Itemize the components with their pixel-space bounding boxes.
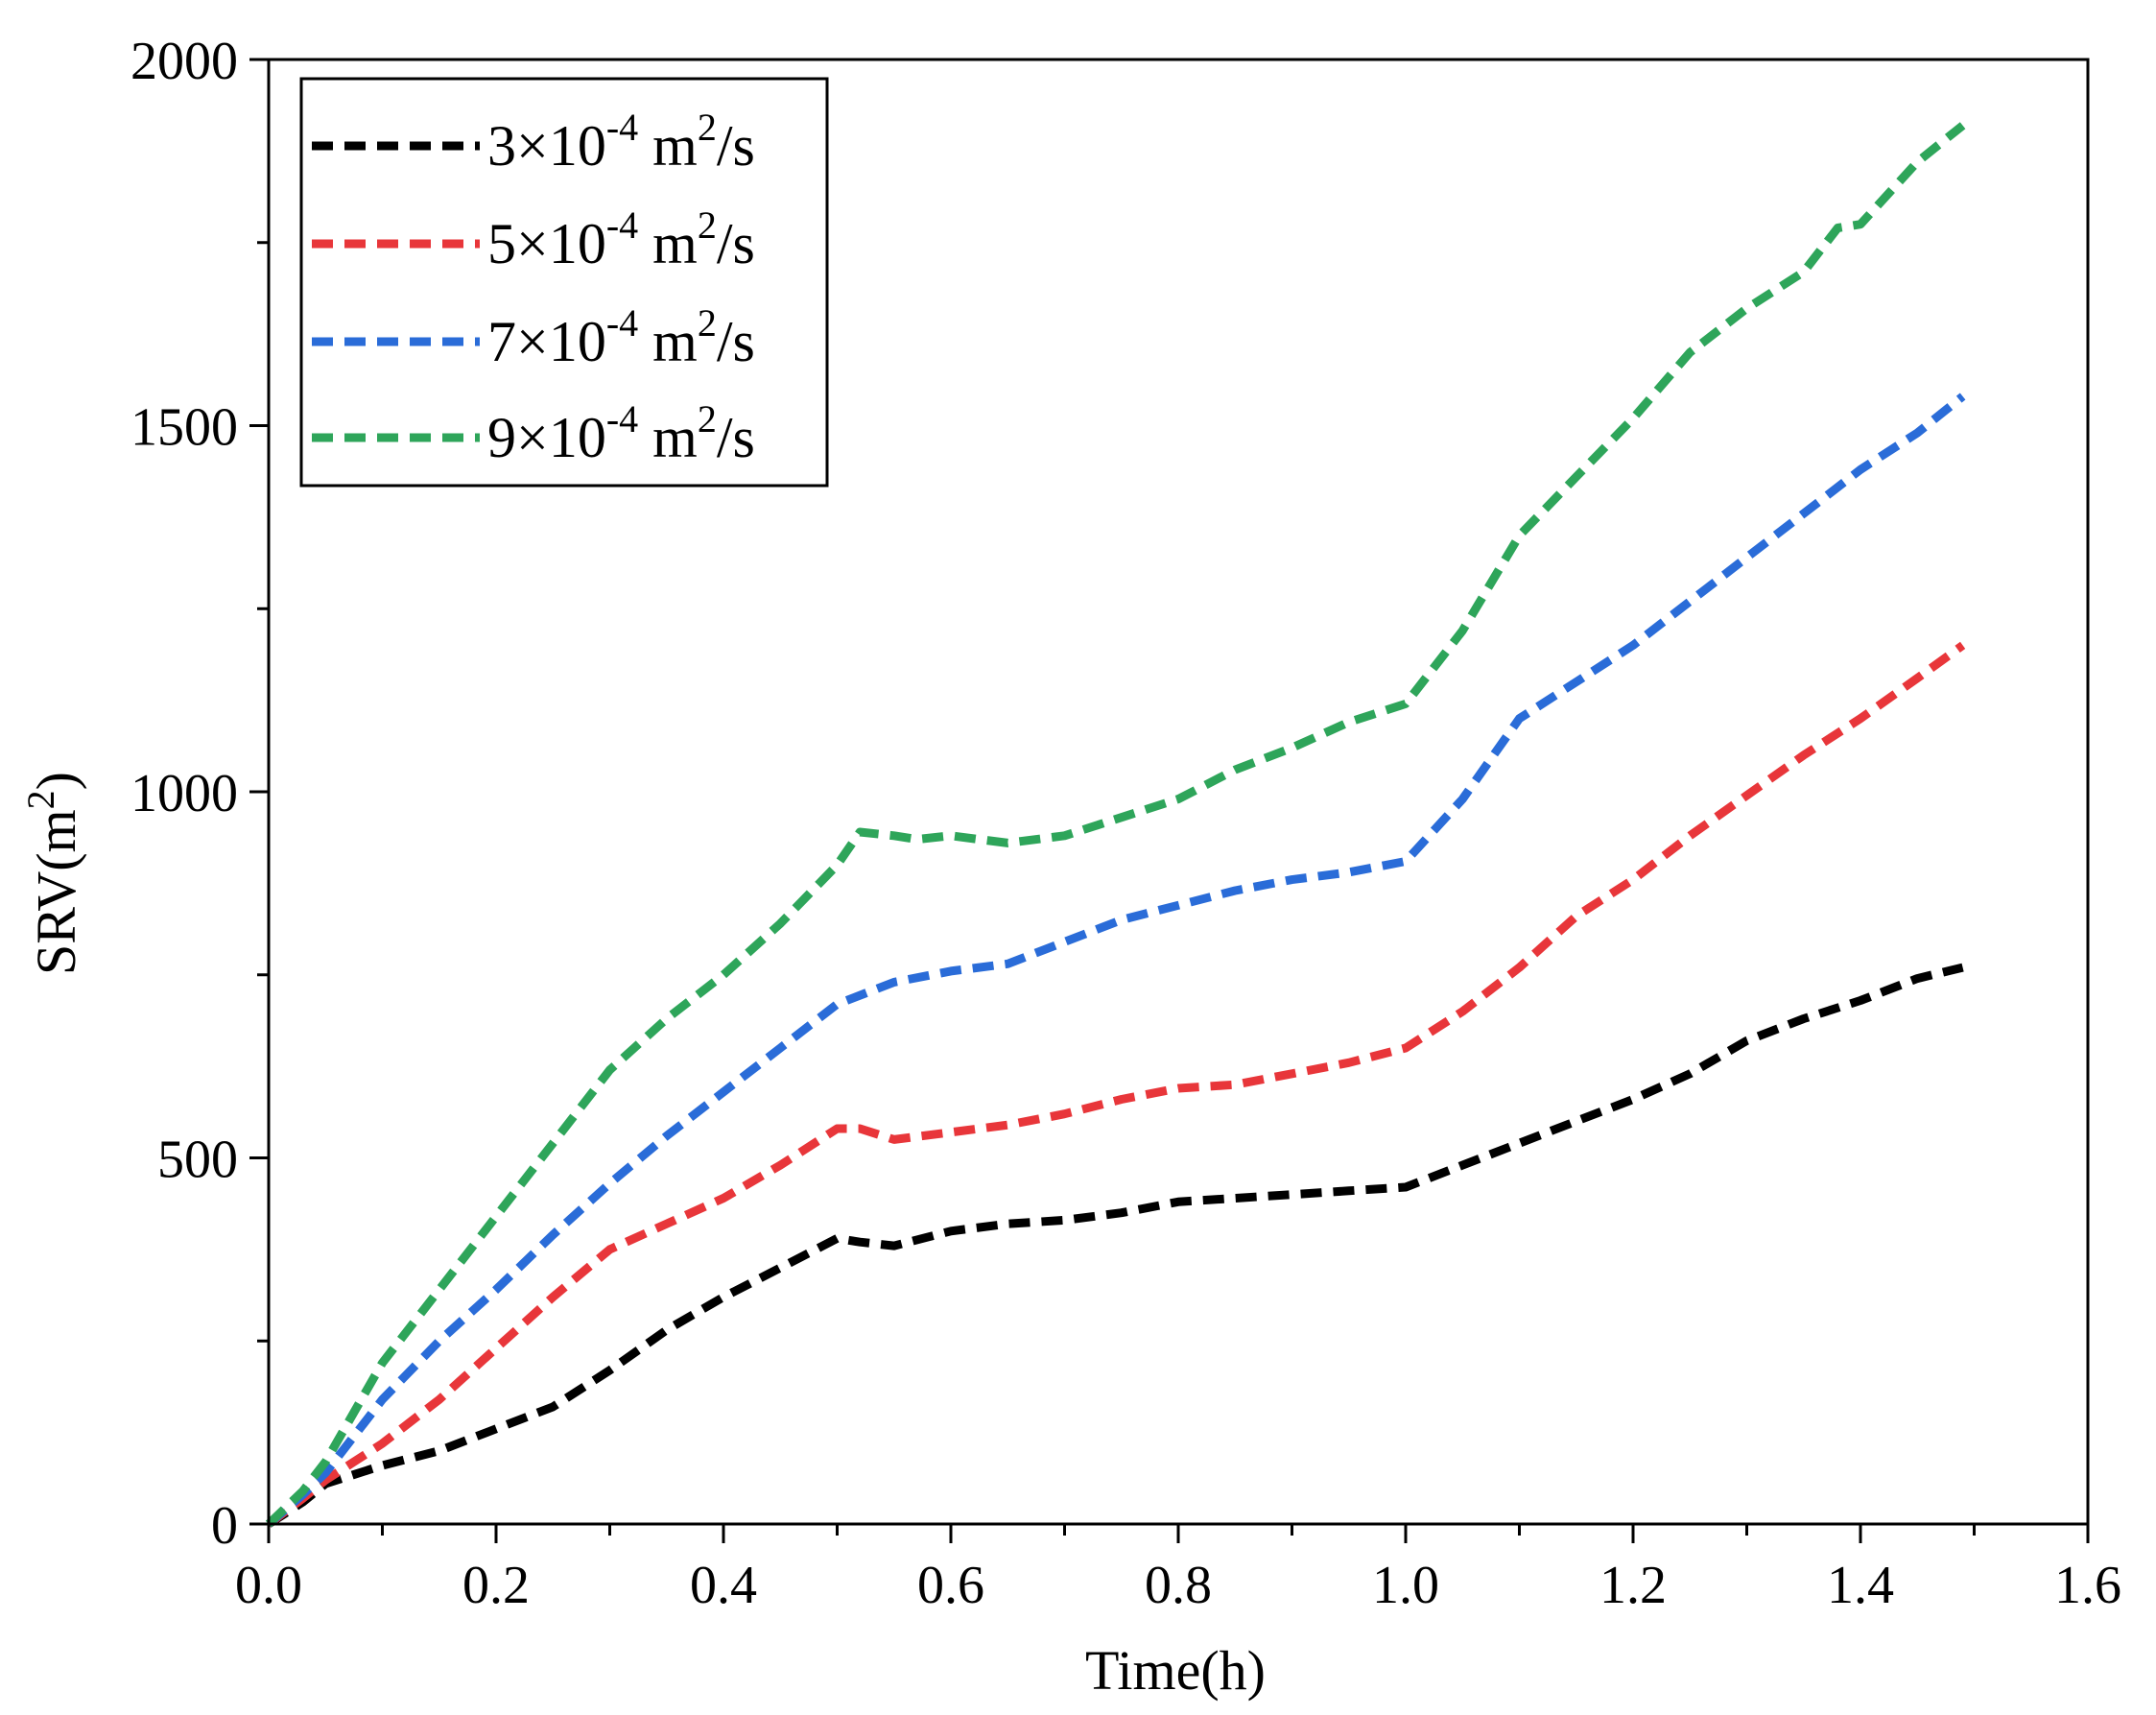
x-tick-label: 1.4 bbox=[1827, 1556, 1894, 1615]
legend-coef: 9×10 bbox=[487, 406, 606, 469]
legend-exp: -4 bbox=[606, 301, 638, 345]
x-tick-label: 1.6 bbox=[2054, 1556, 2121, 1615]
legend-exp: -4 bbox=[606, 106, 638, 149]
legend-unit-end: /s bbox=[717, 114, 755, 178]
series-line-3 bbox=[266, 393, 1966, 1528]
legend-unit: m bbox=[638, 406, 698, 469]
legend-unit: m bbox=[638, 212, 698, 275]
legend-coef: 5×10 bbox=[487, 212, 606, 275]
y-tick-label: 0 bbox=[211, 1496, 238, 1556]
legend: 3×10-4 m2/s 5×10-4 m2/s 7×10-4 m2/s 9×10… bbox=[299, 77, 829, 488]
legend-label-3e-4: 3×10-4 m2/s bbox=[487, 106, 755, 178]
legend-label-7e-4: 7×10-4 m2/s bbox=[487, 301, 755, 373]
series-line-2 bbox=[266, 641, 1966, 1528]
legend-unit: m bbox=[638, 310, 698, 373]
x-tick-label: 0.6 bbox=[917, 1556, 984, 1615]
y-axis-title-superscript: 2 bbox=[19, 790, 62, 809]
legend-unit-exp: 2 bbox=[698, 301, 717, 345]
legend-item: 3×10-4 m2/s bbox=[312, 106, 755, 178]
legend-coef: 3×10 bbox=[487, 114, 606, 178]
x-tick-label: 1.2 bbox=[1599, 1556, 1667, 1615]
legend-unit-exp: 2 bbox=[698, 397, 717, 441]
legend-coef: 7×10 bbox=[487, 310, 606, 373]
legend-unit: m bbox=[638, 114, 698, 178]
legend-unit-end: /s bbox=[717, 212, 755, 275]
legend-unit-end: /s bbox=[717, 310, 755, 373]
x-tick-label: 0.2 bbox=[462, 1556, 530, 1615]
y-axis-title-end: ) bbox=[25, 772, 87, 790]
legend-item: 7×10-4 m2/s bbox=[312, 301, 755, 373]
y-axis-title-main: SRV(m bbox=[25, 809, 87, 975]
legend-item: 9×10-4 m2/s bbox=[312, 397, 755, 469]
x-tick-label: 1.0 bbox=[1372, 1556, 1439, 1615]
series-layer bbox=[265, 122, 1966, 1528]
legend-item: 5×10-4 m2/s bbox=[312, 203, 755, 275]
legend-label-5e-4: 5×10-4 m2/s bbox=[487, 203, 755, 275]
y-tick-label: 1500 bbox=[130, 398, 238, 458]
x-axis-title: Time(h) bbox=[1085, 1639, 1266, 1702]
y-tick-label: 500 bbox=[157, 1131, 238, 1190]
legend-label-9e-4: 9×10-4 m2/s bbox=[487, 397, 755, 469]
legend-exp: -4 bbox=[606, 397, 638, 441]
x-tick-label: 0.4 bbox=[690, 1556, 757, 1615]
legend-unit-exp: 2 bbox=[698, 203, 717, 247]
y-tick-label: 1000 bbox=[130, 764, 238, 823]
legend-unit-exp: 2 bbox=[698, 106, 717, 149]
series-line-1 bbox=[266, 963, 1964, 1528]
x-tick-label: 0.0 bbox=[235, 1556, 302, 1615]
legend-exp: -4 bbox=[606, 203, 638, 247]
series-line-4 bbox=[265, 122, 1966, 1528]
y-tick-label: 2000 bbox=[130, 32, 238, 91]
legend-unit-end: /s bbox=[717, 406, 755, 469]
y-axis-title: SRV(m2) bbox=[19, 772, 87, 975]
x-tick-label: 0.8 bbox=[1145, 1556, 1212, 1615]
axes-layer: 0.0 0.2 0.4 0.6 0.8 1.0 1.2 1.4 1.6 0 500 1000 1500 2… bbox=[130, 32, 2121, 1615]
